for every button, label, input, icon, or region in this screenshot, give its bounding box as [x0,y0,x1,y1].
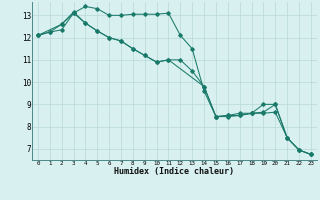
X-axis label: Humidex (Indice chaleur): Humidex (Indice chaleur) [115,167,234,176]
